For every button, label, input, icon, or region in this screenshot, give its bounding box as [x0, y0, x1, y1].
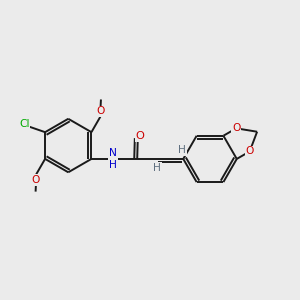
Text: O: O — [97, 106, 105, 116]
Text: H: H — [154, 163, 161, 173]
Text: O: O — [32, 175, 40, 185]
Text: N
H: N H — [109, 148, 117, 170]
Text: O: O — [136, 131, 145, 141]
Text: Cl: Cl — [19, 119, 29, 129]
Text: O: O — [245, 146, 254, 157]
Text: O: O — [232, 123, 241, 133]
Text: H: H — [178, 145, 186, 155]
